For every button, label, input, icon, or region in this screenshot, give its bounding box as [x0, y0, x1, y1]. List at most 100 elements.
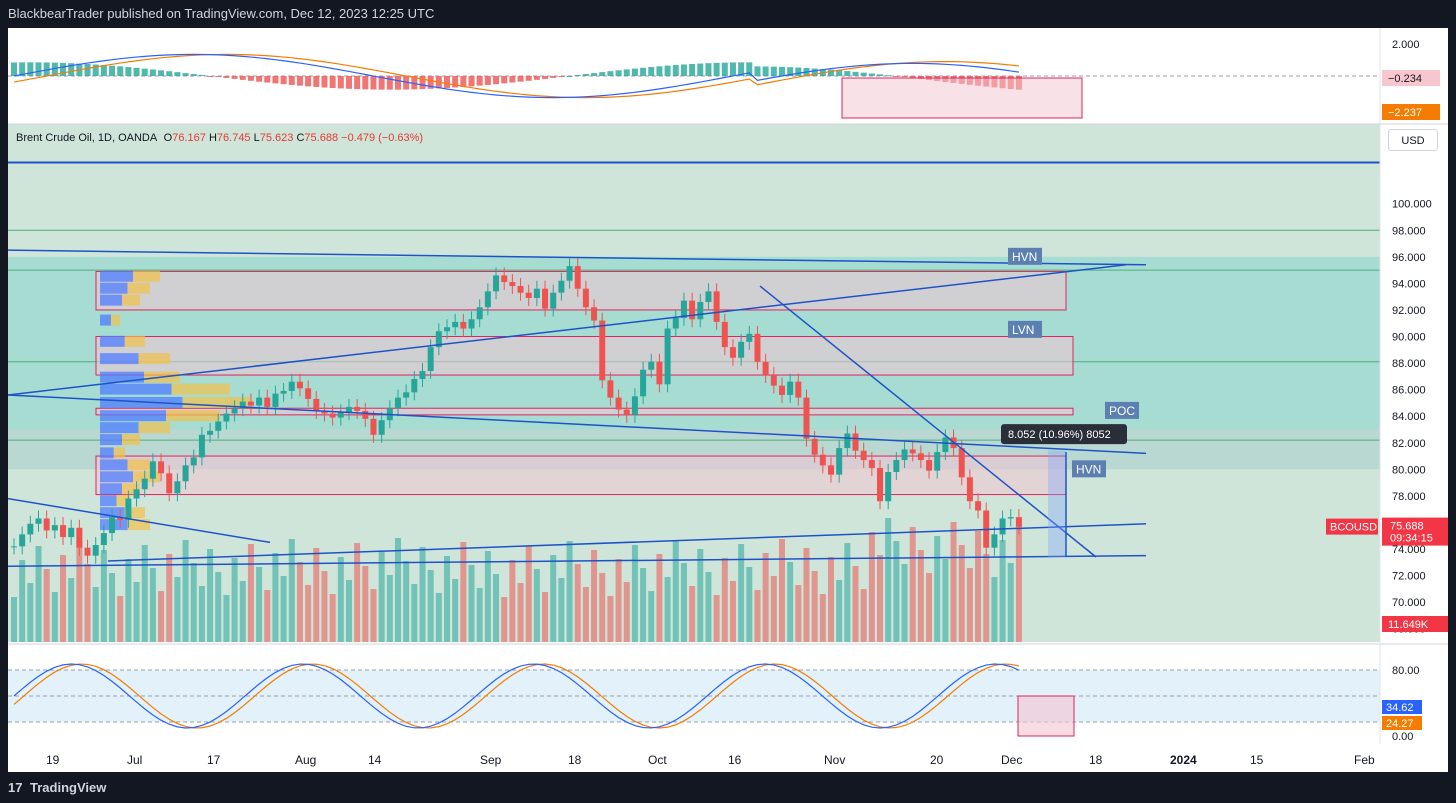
candle [76, 527, 83, 548]
candle [770, 375, 777, 386]
macd-histogram-bar [656, 66, 663, 76]
candle [893, 460, 900, 472]
candle [574, 266, 581, 289]
x-axis-tick: Dec [1001, 753, 1022, 767]
chart-svg[interactable]: 8.052 (10.96%) 8052 HVN LVN POC HVN 100.000 98… [8, 28, 1448, 772]
price-axis-tick: 80.000 [1392, 464, 1426, 476]
volume-bar [11, 597, 17, 642]
candle [868, 460, 875, 469]
macd-histogram-bar [19, 62, 26, 76]
volume-bar [345, 580, 352, 642]
legend-change: −0.479 (−0.63%) [341, 132, 424, 144]
volume-bar [680, 563, 687, 642]
candle [934, 452, 941, 471]
volume-profile-bar [100, 383, 172, 395]
x-axis-tick: 17 [207, 753, 221, 767]
volume-bar [770, 576, 777, 642]
macd-histogram-bar [623, 69, 630, 76]
volume-bar [599, 573, 606, 642]
stoch-k-label: 34.62 [1386, 702, 1414, 714]
price-axis-tick: 70.000 [1392, 597, 1426, 609]
macd-signal-label: −2.237 [1388, 107, 1422, 119]
legend-high-label: H [208, 132, 217, 144]
macd-histogram-bar [566, 75, 573, 77]
price-axis-tick: 78.000 [1392, 491, 1426, 503]
candle [345, 406, 352, 413]
chart-area[interactable]: 8.052 (10.96%) 8052 HVN LVN POC HVN 100.000 98… [8, 28, 1448, 772]
volume-bar [844, 543, 851, 642]
macd-histogram-bar [264, 76, 271, 83]
volume-bar [68, 578, 75, 642]
tradingview-logo-icon[interactable]: 17 [8, 780, 23, 795]
candle [721, 321, 728, 348]
candle [754, 333, 761, 362]
macd-histogram-bar [247, 76, 254, 81]
volume-bar [460, 542, 467, 642]
volume-bar [803, 548, 810, 642]
volume-bar [689, 586, 696, 642]
macd-histogram-bar [770, 66, 777, 76]
candle [966, 477, 973, 502]
candle [803, 397, 810, 439]
candle [51, 525, 58, 531]
x-axis-tick: 19 [46, 753, 60, 767]
volume-profile-bar [127, 459, 150, 471]
macd-histogram-bar [729, 62, 736, 76]
volume-bar [117, 596, 124, 642]
price-axis-tick: 82.000 [1392, 438, 1426, 450]
volume-bar [762, 553, 769, 642]
x-axis-tick: 16 [728, 753, 742, 767]
stoch-d-label-box [1382, 716, 1422, 730]
macd-histogram-bar [648, 67, 655, 76]
macd-histogram-bar [313, 76, 320, 87]
candle [19, 534, 26, 547]
volume-bar [1007, 563, 1014, 642]
candle [92, 545, 99, 556]
volume-bar [533, 569, 540, 642]
legend-low-label: L [253, 132, 260, 144]
candle [11, 546, 17, 548]
candle [100, 533, 107, 546]
volume-bar [354, 543, 361, 642]
candle [542, 288, 549, 309]
volume-bar [664, 577, 671, 642]
candle [705, 291, 712, 302]
volume-bar [885, 518, 892, 642]
volume-bar [926, 573, 933, 642]
candle [738, 341, 745, 358]
volume-bar [509, 560, 516, 642]
volume-bar [868, 532, 875, 642]
zone-box [95, 407, 1074, 416]
macd-histogram-bar [746, 62, 753, 76]
candle [313, 398, 320, 411]
zone-box [95, 336, 1074, 376]
volume-bar [860, 589, 867, 642]
candle [468, 319, 475, 329]
candle [272, 393, 279, 407]
macd-histogram-bar [868, 73, 875, 76]
volume-bar [133, 582, 140, 642]
macd-histogram-bar [493, 76, 500, 85]
x-axis-tick: Aug [295, 753, 316, 767]
currency-button[interactable]: USD [1388, 129, 1438, 151]
macd-histogram-bar [550, 76, 557, 78]
macd-histogram-bar [452, 76, 459, 88]
volume-bar [280, 576, 287, 642]
volume-profile-bar [100, 270, 133, 282]
volume-profile-bar [127, 282, 150, 294]
volume-bar [729, 581, 736, 642]
volume-profile-bar [133, 270, 160, 282]
candle [166, 473, 173, 494]
last-price: 75.688 [1390, 521, 1424, 533]
candle [84, 547, 91, 556]
macd-histogram-bar [321, 76, 328, 88]
volume-bar [411, 584, 418, 642]
volume-bar [991, 577, 998, 642]
stoch-k-label-box [1382, 700, 1422, 714]
macd-histogram-bar [239, 76, 246, 80]
macd-histogram-bar [117, 66, 124, 76]
stoch-k-line [13, 663, 1020, 729]
tradingview-brand[interactable]: TradingView [30, 780, 107, 795]
candle [27, 523, 34, 535]
volume-profile-bar [100, 314, 111, 326]
